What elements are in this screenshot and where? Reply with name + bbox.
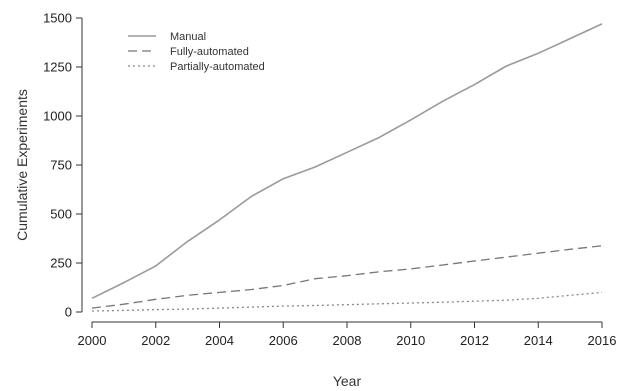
series-line-0 (91, 23, 603, 300)
series-line-1 (91, 245, 603, 309)
axes: 0 250 500 750 1000 1250 1500 2000 2002 2004 2006 20… (43, 11, 616, 349)
x-tick-label: 2002 (141, 333, 170, 348)
y-tick-label: 1000 (43, 109, 72, 124)
y-tick-label: 0 (65, 305, 72, 320)
x-tick-label: 2016 (588, 333, 617, 348)
y-tick-label: 250 (50, 256, 72, 271)
y-tick-label: 1250 (43, 60, 72, 75)
x-tick-label: 2006 (269, 333, 298, 348)
legend: Manual Fully-automated Partially-automated (128, 31, 265, 73)
x-tick-label: 2000 (78, 333, 107, 348)
legend-label-2: Partially-automated (170, 61, 265, 73)
x-tick-label: 2008 (333, 333, 362, 348)
y-tick-label: 500 (50, 207, 72, 222)
y-tick-label: 750 (50, 158, 72, 173)
x-tick-label: 2014 (524, 333, 553, 348)
x-tick-label: 2012 (460, 333, 489, 348)
series-line-2 (91, 291, 603, 312)
y-axis-title: Cumulative Experiments (14, 89, 30, 241)
x-axis-title: Year (333, 373, 362, 389)
legend-label-0: Manual (170, 31, 206, 43)
y-tick-label: 1500 (43, 11, 72, 26)
series-lines (91, 23, 603, 312)
legend-label-1: Fully-automated (170, 46, 249, 58)
x-tick-label: 2010 (396, 333, 425, 348)
x-tick-label: 2004 (205, 333, 234, 348)
